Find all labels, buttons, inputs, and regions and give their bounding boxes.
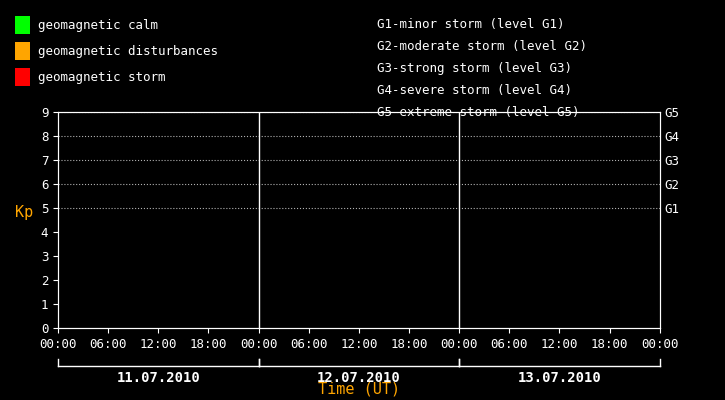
Text: G4-severe storm (level G4): G4-severe storm (level G4): [377, 84, 572, 97]
Text: 12.07.2010: 12.07.2010: [317, 371, 401, 385]
Text: 11.07.2010: 11.07.2010: [117, 371, 200, 385]
Text: 13.07.2010: 13.07.2010: [518, 371, 601, 385]
Text: geomagnetic storm: geomagnetic storm: [38, 70, 165, 84]
Text: Time (UT): Time (UT): [318, 381, 400, 396]
Text: geomagnetic calm: geomagnetic calm: [38, 18, 158, 32]
Text: G5-extreme storm (level G5): G5-extreme storm (level G5): [377, 106, 579, 119]
Text: G2-moderate storm (level G2): G2-moderate storm (level G2): [377, 40, 587, 53]
Text: geomagnetic disturbances: geomagnetic disturbances: [38, 44, 218, 58]
Text: G1-minor storm (level G1): G1-minor storm (level G1): [377, 18, 565, 31]
Text: G3-strong storm (level G3): G3-strong storm (level G3): [377, 62, 572, 75]
Y-axis label: Kp: Kp: [15, 205, 33, 220]
